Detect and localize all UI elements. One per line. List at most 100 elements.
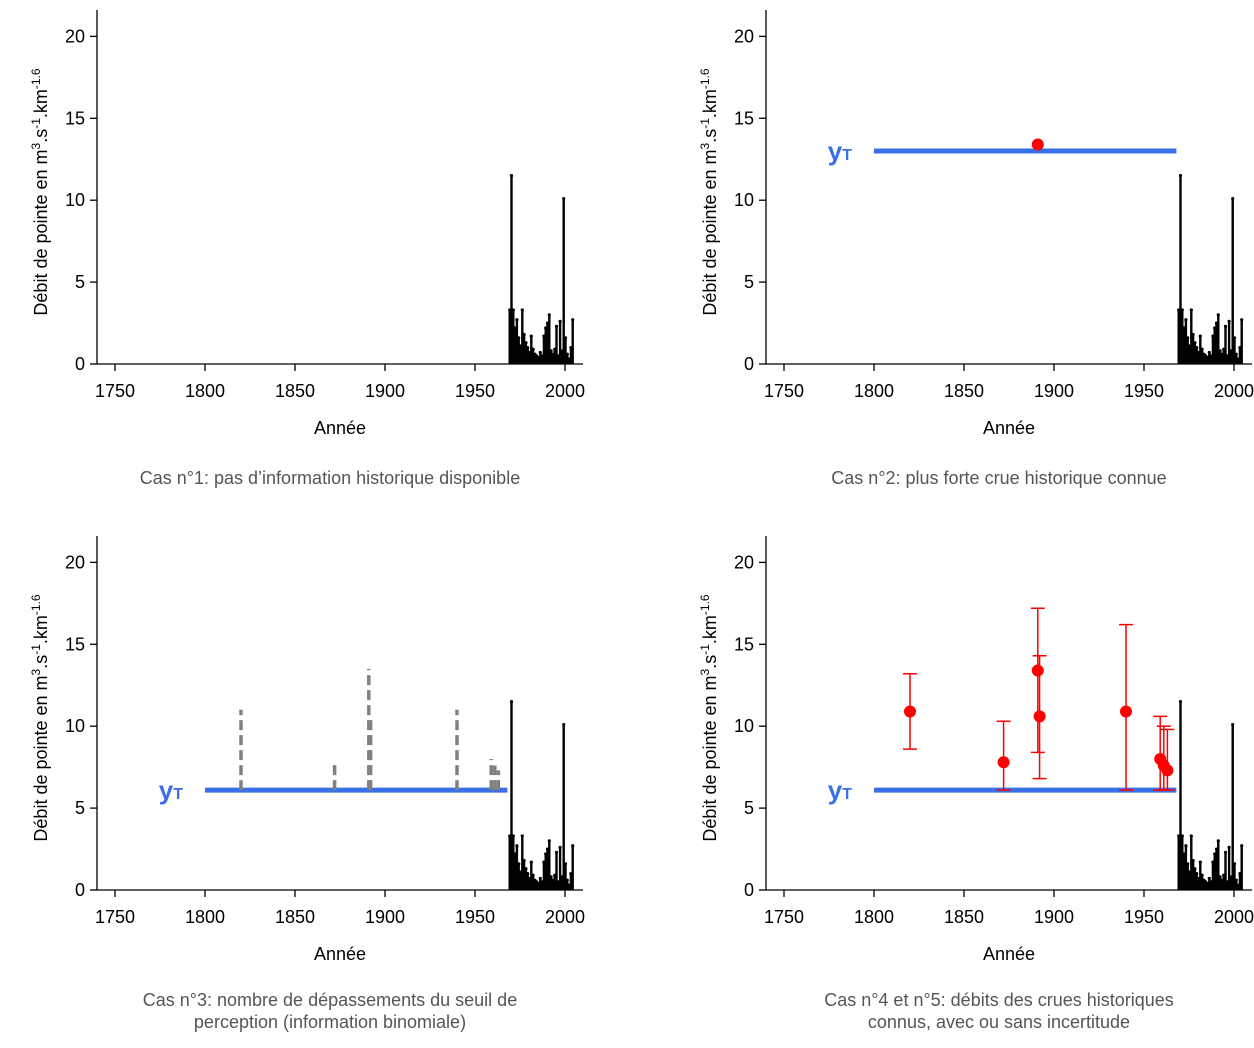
x-tick-label: 1850: [275, 907, 315, 927]
x-axis-label: Année: [314, 944, 366, 964]
x-tick-label: 1950: [455, 381, 495, 401]
y-tick-label: 0: [75, 354, 85, 374]
x-axis-label: Année: [983, 418, 1035, 438]
observed-point: [1195, 872, 1199, 876]
historic-flood-point: [1031, 138, 1044, 151]
y-tick-label: 0: [744, 354, 754, 374]
observed-point: [1207, 876, 1211, 881]
observed-point: [1234, 352, 1238, 356]
x-tick-label: 1750: [764, 907, 804, 927]
observed-point: [571, 844, 575, 848]
panel-caption: Cas n°3: nombre de dépassements du seuil…: [143, 990, 517, 1010]
observed-point: [1191, 332, 1195, 337]
observed-point: [538, 350, 542, 355]
historic-flood-point: [1120, 705, 1132, 718]
y-tick-label: 15: [734, 108, 754, 128]
x-tick-label: 1800: [185, 381, 225, 401]
observed-point: [1193, 341, 1197, 345]
y-tick-label: 15: [734, 634, 754, 654]
x-tick-label: 1850: [275, 381, 315, 401]
threshold-label: yT: [828, 775, 852, 805]
threshold-label: yT: [828, 136, 852, 166]
x-tick-label: 2000: [1214, 381, 1254, 401]
observed-point: [1195, 346, 1199, 350]
observed-point: [526, 872, 530, 876]
observed-point: [1223, 324, 1228, 328]
y-axis-label: Débit de pointe en m3.s-1.km-1.6: [29, 68, 51, 315]
x-tick-label: 1750: [95, 381, 135, 401]
observed-point: [529, 334, 533, 338]
x-tick-label: 1900: [365, 381, 405, 401]
observed-point: [1193, 867, 1197, 871]
y-tick-label: 5: [744, 272, 754, 292]
panel-caption: connus, avec ou sans incertitude: [868, 1012, 1130, 1032]
observed-point: [1198, 860, 1202, 864]
x-tick-label: 1950: [1124, 907, 1164, 927]
y-tick-label: 10: [65, 716, 85, 736]
observed-point: [520, 308, 524, 312]
observed-point: [531, 347, 535, 351]
y-tick-label: 10: [734, 190, 754, 210]
y-axis-label: Débit de pointe en m3.s-1.km-1.6: [698, 68, 720, 315]
observed-point: [1198, 334, 1202, 338]
observed-point: [1207, 350, 1211, 355]
observed-point: [1227, 319, 1231, 324]
y-tick-label: 0: [75, 880, 85, 900]
observed-point: [526, 346, 530, 350]
historic-flood-point: [997, 756, 1010, 769]
observed-point: [554, 850, 559, 854]
observed-point: [1184, 318, 1188, 322]
observed-point: [562, 196, 566, 201]
panel-caption: Cas n°2: plus forte crue historique conn…: [831, 468, 1166, 488]
observed-point: [562, 722, 566, 727]
observed-point: [549, 349, 553, 353]
observed-point: [549, 875, 553, 879]
y-tick-label: 20: [65, 26, 85, 46]
observed-point: [1189, 834, 1193, 838]
panel-4: 0 5 10 15 20 1750 1800 1850 1900 1950 2000 Année Déb…: [698, 536, 1254, 1032]
y-tick-label: 0: [744, 880, 754, 900]
observed-point: [1178, 174, 1183, 178]
panel-caption: Cas n°1: pas d’information historique di…: [140, 468, 520, 488]
panel-1: 0 5 10 15 20 1750 1800 1850 1900 1950 2000 Année Déb…: [29, 10, 585, 488]
observed-point: [558, 319, 562, 324]
observed-point: [515, 318, 519, 322]
observed-point: [554, 324, 559, 328]
observed-point: [1178, 700, 1183, 704]
observed-point: [1232, 862, 1237, 866]
observed-point: [511, 834, 515, 838]
observed-point: [509, 700, 514, 704]
observed-point: [529, 860, 533, 864]
observed-point: [1240, 318, 1244, 322]
observed-point: [565, 352, 569, 356]
observed-point: [509, 174, 514, 178]
observed-point: [1240, 844, 1244, 848]
y-axis-label: Débit de pointe en m3.s-1.km-1.6: [29, 594, 51, 841]
observed-point: [511, 308, 515, 312]
x-tick-label: 2000: [545, 907, 585, 927]
observed-point: [515, 844, 519, 848]
y-tick-label: 10: [734, 716, 754, 736]
observed-point: [563, 862, 568, 866]
observed-point: [565, 878, 569, 882]
observed-point: [547, 313, 551, 317]
observed-point: [517, 336, 521, 340]
y-tick-label: 20: [734, 26, 754, 46]
observed-point: [538, 876, 542, 881]
x-tick-label: 1850: [944, 381, 984, 401]
observed-point: [531, 873, 535, 877]
observed-point: [522, 858, 526, 863]
observed-point: [558, 845, 562, 850]
historic-flood-point: [904, 705, 916, 718]
x-tick-label: 1950: [1124, 381, 1164, 401]
panel-3: 0 5 10 15 20 1750 1800 1850 1900 1950 2000 Année Déb…: [29, 536, 585, 1032]
x-axis-label: Année: [983, 944, 1035, 964]
x-tick-label: 1900: [1034, 907, 1074, 927]
observed-point: [547, 839, 551, 843]
observed-point: [1200, 873, 1204, 877]
panel-2: 0 5 10 15 20 1750 1800 1850 1900 1950 2000 Année Déb…: [698, 10, 1254, 488]
observed-point: [1216, 839, 1220, 843]
observed-point: [1191, 858, 1195, 863]
x-tick-label: 1900: [365, 907, 405, 927]
